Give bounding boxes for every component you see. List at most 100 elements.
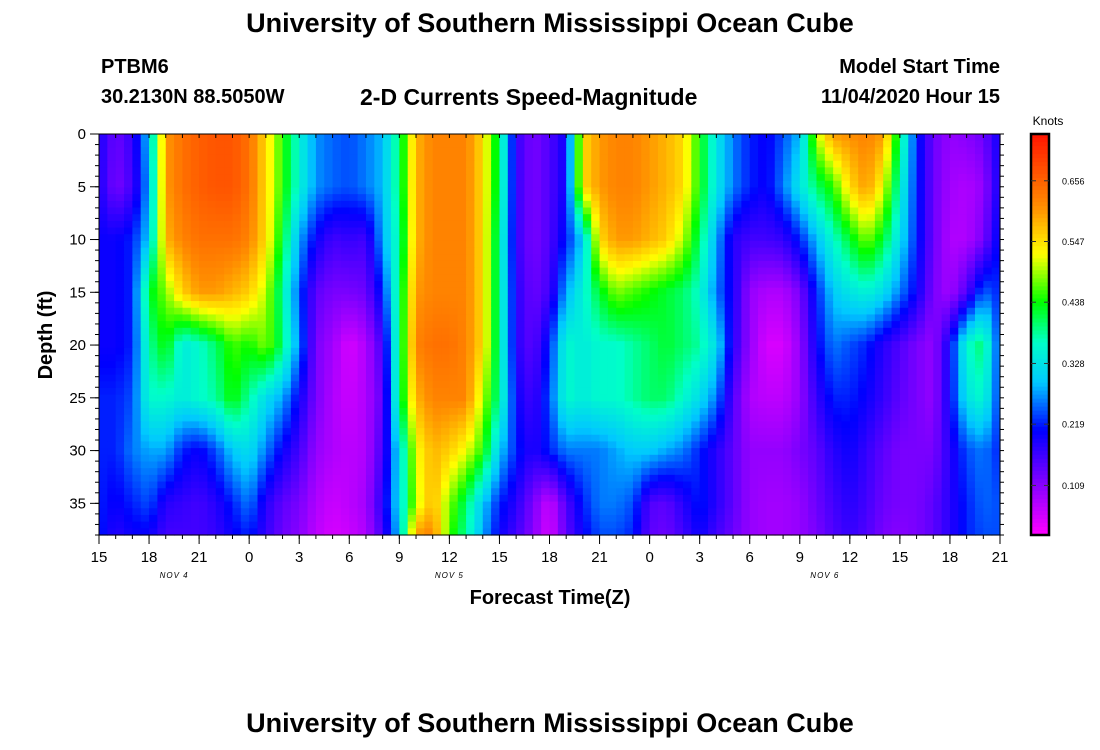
heatmap-cell bbox=[741, 301, 751, 309]
heatmap-cell bbox=[307, 234, 317, 242]
heatmap-cell bbox=[140, 301, 150, 309]
heatmap-cell bbox=[399, 174, 409, 182]
heatmap-cell bbox=[607, 367, 617, 376]
heatmap-cell bbox=[908, 227, 918, 235]
heatmap-cell bbox=[566, 321, 576, 329]
heatmap-cell bbox=[507, 367, 517, 376]
heatmap-cell bbox=[983, 361, 993, 369]
heatmap-cell bbox=[741, 321, 751, 329]
heatmap-cell bbox=[933, 434, 943, 443]
heatmap-cell bbox=[833, 428, 843, 436]
heatmap-cell bbox=[157, 294, 167, 302]
heatmap-cell bbox=[449, 207, 459, 215]
heatmap-cell bbox=[491, 220, 501, 229]
heatmap-cell bbox=[390, 301, 400, 309]
heatmap-cell bbox=[949, 147, 959, 155]
heatmap-cell bbox=[624, 307, 634, 316]
heatmap-cell bbox=[524, 207, 534, 215]
heatmap-cell bbox=[365, 301, 375, 309]
heatmap-cell bbox=[749, 387, 759, 396]
heatmap-cell bbox=[232, 254, 242, 262]
heatmap-cell bbox=[315, 254, 325, 262]
heatmap-cell bbox=[549, 167, 559, 175]
heatmap-cell bbox=[140, 134, 150, 142]
heatmap-cell bbox=[741, 334, 751, 342]
heatmap-cell bbox=[249, 428, 259, 436]
heatmap-cell bbox=[107, 207, 117, 215]
heatmap-cell bbox=[249, 441, 259, 449]
heatmap-cell bbox=[691, 187, 701, 195]
heatmap-cell bbox=[949, 361, 959, 369]
heatmap-cell bbox=[290, 294, 300, 302]
heatmap-cell bbox=[682, 374, 692, 382]
heatmap-cell bbox=[674, 314, 684, 322]
heatmap-cell bbox=[174, 194, 184, 202]
heatmap-cell bbox=[883, 347, 893, 356]
heatmap-cell bbox=[315, 194, 325, 202]
heatmap-cell bbox=[140, 327, 150, 336]
heatmap-cell bbox=[874, 167, 884, 175]
heatmap-cell bbox=[374, 234, 384, 242]
heatmap-cell bbox=[107, 267, 117, 275]
heatmap-cell bbox=[858, 334, 868, 342]
heatmap-cell bbox=[966, 194, 976, 202]
heatmap-cell bbox=[966, 180, 976, 189]
heatmap-cell bbox=[891, 367, 901, 376]
heatmap-cell bbox=[724, 294, 734, 302]
heatmap-cell bbox=[132, 187, 142, 195]
heatmap-cell bbox=[340, 294, 350, 302]
heatmap-cell bbox=[783, 434, 793, 443]
heatmap-cell bbox=[616, 274, 626, 282]
heatmap-cell bbox=[99, 287, 108, 295]
heatmap-cell bbox=[349, 307, 359, 316]
heatmap-cell bbox=[249, 240, 259, 249]
heatmap-cell bbox=[974, 347, 984, 356]
heatmap-cell bbox=[549, 301, 559, 309]
heatmap-cell bbox=[966, 414, 976, 422]
heatmap-cell bbox=[774, 394, 784, 402]
heatmap-cell bbox=[749, 194, 759, 202]
heatmap-cell bbox=[374, 294, 384, 302]
heatmap-cell bbox=[966, 140, 976, 148]
heatmap-cell bbox=[441, 220, 450, 229]
heatmap-cell bbox=[808, 381, 818, 389]
heatmap-cell bbox=[783, 260, 793, 269]
heatmap-cell bbox=[324, 227, 334, 235]
heatmap-cell bbox=[374, 428, 384, 436]
heatmap-cell bbox=[107, 214, 117, 222]
heatmap-cell bbox=[290, 240, 300, 249]
heatmap-cell bbox=[516, 321, 526, 329]
heatmap-cell bbox=[199, 408, 209, 416]
heatmap-cell bbox=[549, 381, 559, 389]
heatmap-cell bbox=[332, 314, 342, 322]
heatmap-cell bbox=[841, 408, 851, 416]
heatmap-cell bbox=[307, 361, 317, 369]
heatmap-cell bbox=[774, 421, 784, 429]
heatmap-cell bbox=[265, 428, 275, 436]
heatmap-cell bbox=[691, 327, 701, 336]
heatmap-cell bbox=[983, 401, 993, 409]
heatmap-cell bbox=[340, 254, 350, 262]
heatmap-cell bbox=[624, 214, 634, 222]
heatmap-cell bbox=[315, 187, 325, 195]
heatmap-cell bbox=[682, 234, 692, 242]
heatmap-cell bbox=[591, 214, 601, 222]
heatmap-cell bbox=[641, 240, 651, 249]
heatmap-cell bbox=[215, 421, 225, 429]
heatmap-cell bbox=[332, 174, 342, 182]
heatmap-cell bbox=[474, 240, 484, 249]
heatmap-cell bbox=[824, 394, 834, 402]
heatmap-cell bbox=[190, 167, 200, 175]
heatmap-cell bbox=[891, 287, 901, 295]
heatmap-cell bbox=[849, 301, 859, 309]
heatmap-cell bbox=[933, 287, 943, 295]
heatmap-cell bbox=[933, 387, 943, 396]
heatmap-cell bbox=[390, 194, 400, 202]
heatmap-cell bbox=[365, 394, 375, 402]
heatmap-cell bbox=[174, 240, 184, 249]
heatmap-cell bbox=[874, 294, 884, 302]
heatmap-cell bbox=[541, 180, 551, 189]
heatmap-cell bbox=[949, 267, 959, 275]
heatmap-cell bbox=[891, 421, 901, 429]
heatmap-cell bbox=[733, 267, 742, 275]
